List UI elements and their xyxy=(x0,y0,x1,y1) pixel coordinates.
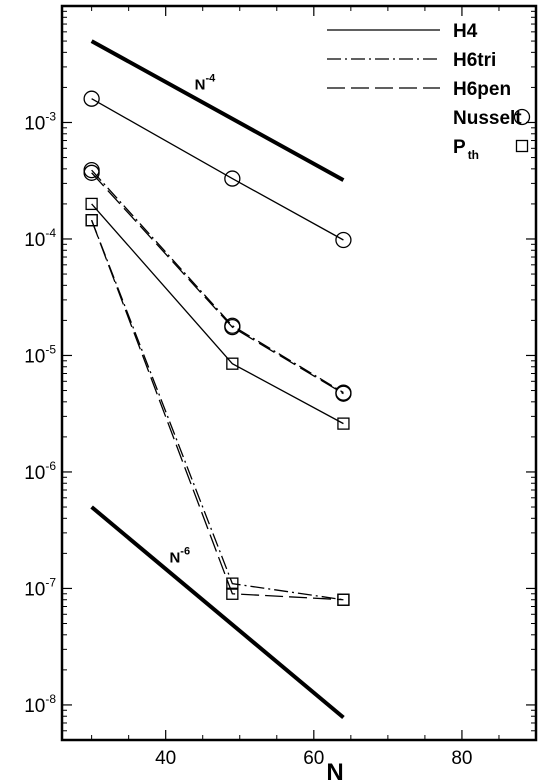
reference-line xyxy=(90,505,345,720)
x-tick-label: 80 xyxy=(451,748,472,769)
series-line xyxy=(91,172,344,395)
y-tick-label: 10-6 xyxy=(24,459,56,484)
data-point-square xyxy=(226,357,239,370)
legend-label: H6tri xyxy=(453,50,496,71)
legend-label: H4 xyxy=(453,21,478,42)
y-tick-label: 10-3 xyxy=(24,109,56,134)
reference-line xyxy=(90,39,345,182)
x-tick-label: 60 xyxy=(303,748,324,769)
data-series xyxy=(83,90,352,606)
data-point-circle xyxy=(224,319,241,336)
data-point-circle xyxy=(83,164,100,181)
y-tick-label: 10-8 xyxy=(24,692,56,717)
y-tick-label: 10-5 xyxy=(24,342,56,367)
data-point-circle xyxy=(335,385,352,402)
legend-marker-square xyxy=(515,139,529,153)
reference-line-label: N-6 xyxy=(169,546,190,567)
x-tick-label: 40 xyxy=(155,748,176,769)
legend-marker-circle xyxy=(513,108,531,126)
reference-lines: N-4 N-6 xyxy=(90,39,345,720)
legend-label: Nusselt xyxy=(453,108,522,129)
series-line xyxy=(91,98,344,241)
series-line xyxy=(91,203,344,425)
data-point-square xyxy=(337,417,350,430)
data-point-circle xyxy=(335,231,352,249)
reference-line-label: N-4 xyxy=(195,73,217,94)
data-point-circle xyxy=(224,170,241,187)
y-tick-label: 10-4 xyxy=(24,226,56,251)
series-line xyxy=(91,219,344,601)
data-point-square xyxy=(85,214,98,227)
x-axis-title: N xyxy=(326,759,343,784)
data-point-circle xyxy=(83,90,100,107)
data-point-square xyxy=(226,577,239,590)
data-point-square xyxy=(337,593,350,606)
y-tick-label: 10-7 xyxy=(24,575,56,600)
data-point-square xyxy=(226,587,239,600)
series-line xyxy=(91,219,344,601)
series-line xyxy=(91,169,344,394)
legend: H4 H6tri H6pen Nusselt P th xyxy=(327,21,531,162)
axis-ticks: 40 60 80 10-8 10-7 10-6 10-5 10-4 10-3 xyxy=(24,6,536,769)
plot-frame xyxy=(60,4,538,742)
data-point-square xyxy=(85,197,98,211)
legend-label: H6pen xyxy=(453,79,511,100)
